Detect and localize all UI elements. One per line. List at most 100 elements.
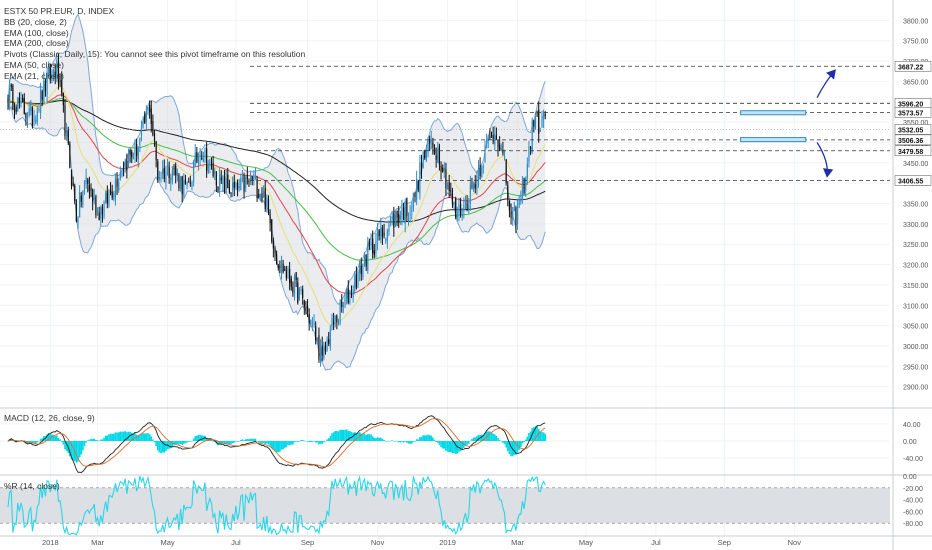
macd-histogram-bar [464, 441, 467, 446]
macd-histogram-bar [117, 432, 120, 441]
macd-histogram-bar [163, 441, 166, 453]
legend-ema50[interactable]: EMA (50, close) [4, 59, 64, 70]
macd-label[interactable]: MACD (12, 26, close, 9) [4, 413, 95, 423]
price-pane[interactable] [0, 13, 890, 371]
williams-r-band [0, 487, 890, 524]
level-label: 3506.36 [898, 138, 923, 145]
macd-pane[interactable] [7, 415, 547, 473]
macd-histogram-bar [498, 440, 501, 441]
candle-body [276, 254, 278, 265]
candle-body [282, 263, 284, 273]
candle-body [486, 140, 488, 144]
macd-histogram-bar [450, 441, 452, 453]
macd-histogram-bar [537, 429, 540, 441]
candle-body [256, 178, 258, 198]
candle-body [162, 168, 164, 175]
macd-histogram-bar [440, 441, 442, 448]
macd-histogram-bar [25, 441, 27, 444]
candle-body [251, 176, 253, 181]
candle-body [334, 315, 336, 321]
candle-body [217, 186, 219, 192]
candle-body [329, 328, 331, 348]
macd-histogram-bar [39, 438, 42, 441]
candle-body [271, 219, 273, 242]
candle-body [144, 114, 146, 124]
candle-body [407, 217, 410, 219]
candle-body [129, 150, 131, 155]
time-tick-label: 2019 [439, 538, 456, 547]
candle-body [430, 139, 432, 141]
candle-body [127, 153, 130, 167]
candle-body [228, 187, 231, 193]
legend-ema200[interactable]: EMA (200, close) [4, 38, 69, 49]
candle-body [155, 141, 157, 161]
macd-histogram-bar [337, 431, 340, 441]
macd-histogram-bar [158, 441, 161, 453]
candle-body [403, 206, 405, 221]
legend-ema21[interactable]: EMA (21, close) [4, 70, 64, 81]
macd-histogram-bar [301, 439, 304, 441]
macd-histogram-bar [484, 432, 486, 441]
macd-histogram-bar [394, 441, 397, 442]
macd-histogram-bar [62, 441, 65, 445]
candle-body [70, 169, 73, 187]
macd-histogram-bar [75, 441, 78, 463]
macd-histogram-bar [70, 441, 73, 460]
macd-histogram-bar [59, 439, 61, 441]
candle-body [67, 129, 69, 144]
legend-bb[interactable]: BB (20, close, 2) [4, 16, 67, 27]
macd-histogram-bar [521, 441, 524, 444]
candle-body [437, 149, 439, 163]
candle-body [525, 178, 527, 191]
candle-body [422, 152, 424, 168]
macd-histogram-bar [420, 436, 423, 441]
macd-histogram-bar [384, 441, 387, 442]
williams-r-pane[interactable] [0, 475, 890, 536]
williams-r-label[interactable]: %R (14, close) [4, 481, 60, 491]
candle-body [378, 230, 380, 236]
candle-body [17, 97, 19, 111]
macd-histogram-bar [441, 441, 444, 449]
candle-body [157, 161, 159, 180]
macd-histogram-bar [139, 434, 141, 441]
candle-body [122, 169, 125, 171]
candle-body [347, 288, 349, 303]
macd-histogram-bar [541, 431, 543, 441]
macd-histogram-bar [196, 435, 198, 441]
candle-body [417, 180, 419, 191]
candle-body [80, 195, 82, 202]
macd-histogram-bar [267, 441, 270, 445]
macd-histogram-bar [427, 434, 429, 441]
candle-body [326, 339, 328, 351]
candle-body [354, 276, 356, 292]
time-tick-label: Jul [651, 538, 661, 547]
candle-body [207, 164, 209, 174]
legend-ema100[interactable]: EMA (100, close) [4, 27, 69, 38]
macd-histogram-bar [336, 431, 338, 441]
macd-histogram-bar [515, 441, 517, 455]
williams-r-tick-label: -20.00 [903, 486, 923, 493]
candle-body [264, 188, 266, 210]
macd-histogram-bar [305, 440, 307, 442]
candle-body [153, 133, 156, 141]
macd-histogram-bar [174, 441, 177, 445]
macd-histogram-bar [319, 441, 322, 444]
macd-histogram-bar [308, 441, 310, 443]
candle-body [26, 118, 29, 120]
candle-body [7, 98, 9, 103]
macd-histogram-bar [306, 441, 309, 442]
candle-body [222, 176, 224, 184]
candle-body [142, 118, 144, 124]
candle-body [269, 215, 271, 223]
macd-histogram-bar [461, 441, 464, 450]
legend-symbol[interactable]: ESTX 50 PR.EUR, D, INDEX [4, 6, 115, 16]
candle-body [396, 210, 398, 218]
macd-histogram-bar [280, 441, 283, 450]
macd-histogram-bar [477, 434, 480, 441]
candle-body [471, 185, 473, 187]
legend-pivots[interactable]: Pivots (Classic, Daily, 15): You cannot … [4, 49, 306, 60]
macd-histogram-bar [54, 436, 57, 441]
candle-body [331, 318, 333, 327]
candle-body [459, 204, 462, 215]
